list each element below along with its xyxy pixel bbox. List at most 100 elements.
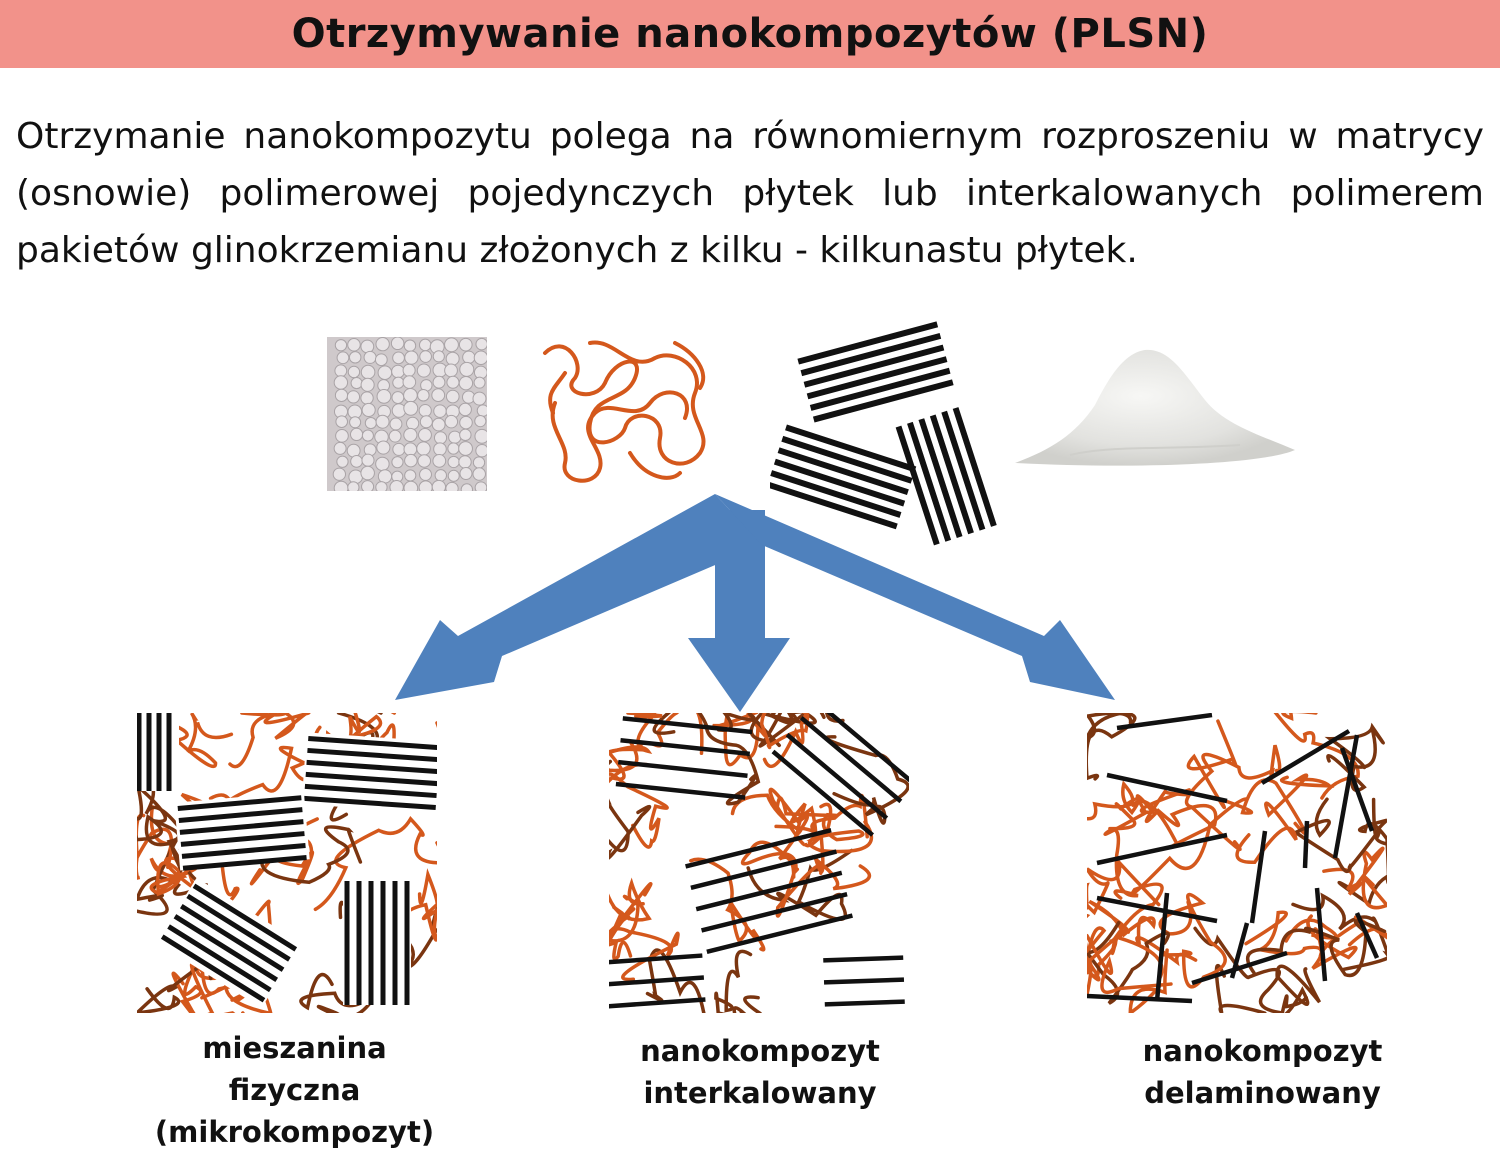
polymer-chain bbox=[1291, 892, 1387, 972]
pellet bbox=[360, 339, 375, 354]
clay-plate bbox=[785, 732, 889, 820]
clay-plate bbox=[695, 870, 843, 912]
pellet bbox=[336, 351, 350, 365]
polymer-chain bbox=[1235, 773, 1335, 864]
pellet bbox=[433, 431, 448, 445]
pellet bbox=[472, 456, 486, 469]
clay-plate bbox=[685, 827, 832, 869]
pellet bbox=[404, 350, 419, 365]
clay-plate bbox=[823, 977, 905, 985]
pellet bbox=[459, 466, 473, 480]
polymer-chain bbox=[1324, 722, 1385, 793]
pellet bbox=[335, 428, 349, 443]
pellet bbox=[347, 481, 360, 491]
pellet bbox=[447, 469, 460, 482]
pellet bbox=[476, 404, 487, 417]
pellet bbox=[392, 351, 405, 365]
pellet bbox=[462, 350, 476, 364]
intercalated-plate-stack bbox=[615, 716, 753, 800]
pellet bbox=[361, 402, 376, 418]
pellet bbox=[432, 350, 445, 363]
pellet bbox=[389, 480, 404, 491]
clay-plate bbox=[617, 759, 748, 778]
clay-plate bbox=[620, 738, 751, 757]
pellet bbox=[336, 455, 349, 468]
pellet bbox=[334, 364, 348, 378]
pellet bbox=[402, 363, 416, 377]
pellet bbox=[433, 404, 447, 418]
intercalated-plate-stack bbox=[771, 713, 909, 837]
pellet bbox=[418, 427, 432, 442]
pellet bbox=[403, 400, 419, 416]
pellet bbox=[474, 428, 487, 444]
polymer-chain bbox=[609, 877, 652, 961]
polymer-chain bbox=[759, 713, 810, 769]
pellet bbox=[333, 441, 347, 455]
pellet bbox=[445, 481, 459, 491]
polymer-chain bbox=[714, 949, 762, 1013]
pellet bbox=[444, 337, 459, 353]
intercalated-diagram bbox=[609, 713, 909, 1013]
clay-plate bbox=[609, 953, 703, 965]
pellet bbox=[472, 391, 487, 406]
pellet bbox=[459, 415, 473, 430]
polymer-chain bbox=[137, 713, 234, 769]
polymer-chain bbox=[1292, 797, 1382, 873]
pellet bbox=[474, 481, 487, 491]
pellet bbox=[334, 388, 349, 402]
pellet bbox=[349, 416, 362, 429]
pellet bbox=[347, 338, 361, 352]
pellet bbox=[361, 480, 375, 491]
pellet bbox=[416, 363, 431, 378]
pellet bbox=[377, 365, 393, 380]
polymer-chain bbox=[652, 713, 761, 806]
pellet bbox=[444, 363, 458, 378]
caption-exfoliated: nanokompozyt delaminowany bbox=[1110, 1030, 1415, 1114]
polymer-chain bbox=[1214, 963, 1322, 1013]
clay-plate bbox=[799, 716, 903, 804]
pellet bbox=[418, 338, 432, 352]
pellet bbox=[375, 414, 390, 429]
pellet bbox=[376, 440, 391, 455]
pellet bbox=[459, 361, 475, 377]
pellet bbox=[375, 481, 388, 491]
pellet bbox=[416, 441, 431, 456]
pellet bbox=[376, 388, 392, 404]
polymer-chain bbox=[1087, 913, 1164, 999]
pellet bbox=[403, 480, 419, 491]
caption-intercalated-line2: interkalowany bbox=[643, 1076, 877, 1110]
caption-physical-mixture: mieszanina fizyczna (mikrokompozyt) bbox=[137, 1027, 452, 1153]
polymer-chain-icon bbox=[543, 340, 706, 483]
pellet bbox=[431, 388, 446, 403]
pellet bbox=[360, 465, 375, 481]
pellet bbox=[388, 429, 402, 443]
pellet bbox=[445, 389, 460, 404]
pellet bbox=[389, 417, 403, 431]
intercalated-plate-stack bbox=[685, 827, 853, 955]
clay-plate bbox=[824, 999, 905, 1007]
pellet bbox=[333, 375, 349, 390]
pellet bbox=[445, 351, 460, 366]
polymer-chain bbox=[137, 813, 174, 880]
arrow-center bbox=[688, 510, 790, 712]
pellet bbox=[332, 467, 347, 481]
pellet bbox=[431, 417, 446, 432]
polymer-chain bbox=[228, 713, 311, 769]
pellet bbox=[360, 391, 374, 405]
pellet bbox=[403, 387, 418, 403]
pellet bbox=[417, 454, 432, 468]
arrow-right bbox=[715, 494, 1115, 700]
pellet bbox=[431, 479, 447, 491]
pellet bbox=[347, 365, 361, 379]
pellet bbox=[419, 415, 433, 429]
polymer-chain bbox=[1322, 846, 1387, 910]
pellet bbox=[335, 415, 349, 428]
clay-plate bbox=[622, 716, 753, 735]
caption-exfoliated-line2: delaminowany bbox=[1144, 1076, 1381, 1110]
pellet bbox=[375, 456, 390, 472]
pellet bbox=[447, 442, 460, 455]
pellet bbox=[363, 443, 377, 457]
pellet bbox=[403, 427, 418, 443]
clay-plate bbox=[706, 913, 853, 955]
intercalated-plate-stack bbox=[823, 955, 905, 1007]
